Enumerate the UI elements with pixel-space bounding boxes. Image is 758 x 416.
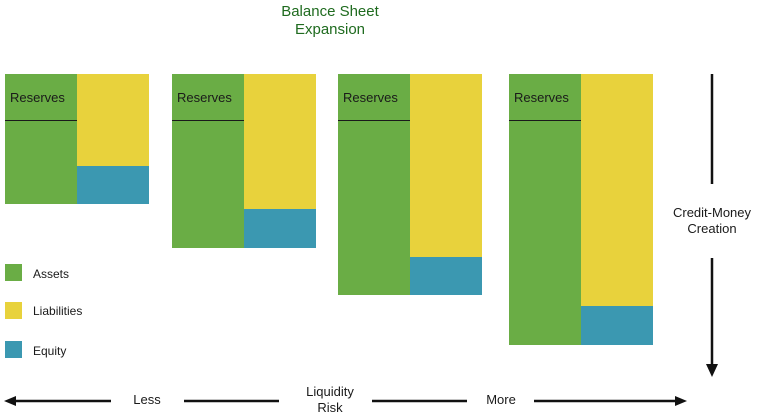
credit-label-line-1: Credit-Money <box>672 205 752 220</box>
legend-swatch-assets <box>5 264 22 281</box>
assets-block <box>509 74 581 345</box>
legend-swatch-equity <box>5 341 22 358</box>
balance-sheet-3: Reserves <box>338 74 482 295</box>
title-line-1: Balance Sheet <box>281 3 379 20</box>
legend-label-liabilities: Liabilities <box>33 304 83 318</box>
axis-center-line-2: Risk <box>317 400 343 415</box>
reserves-label: Reserves <box>177 90 232 105</box>
axis-label-more: More <box>486 392 516 407</box>
balance-sheet-1: Reserves <box>5 74 149 204</box>
equity-block <box>244 209 316 248</box>
credit-money-creation-label: Credit-Money Creation <box>662 205 758 237</box>
reserves-label: Reserves <box>343 90 398 105</box>
equity-block <box>77 166 149 204</box>
liquidity-axis-right-head <box>675 396 687 406</box>
reserves-label: Reserves <box>514 90 569 105</box>
reserves-label: Reserves <box>10 90 65 105</box>
assets-block <box>172 74 244 248</box>
credit-label-line-2: Creation <box>687 221 737 236</box>
balance-sheet-2: Reserves <box>172 74 316 248</box>
assets-block <box>338 74 410 295</box>
equity-block <box>581 306 653 345</box>
reserves-divider <box>172 120 244 121</box>
balance-sheet-4: Reserves <box>509 74 653 345</box>
liabilities-block <box>77 74 149 166</box>
liabilities-block <box>410 74 482 257</box>
reserves-divider <box>338 120 410 121</box>
title-line-2: Expansion <box>294 21 366 38</box>
axis-label-less: Less <box>133 392 161 407</box>
legend-swatch-liabilities <box>5 302 22 319</box>
legend-label-equity: Equity <box>33 344 67 358</box>
liquidity-axis-left-head <box>4 396 16 406</box>
axis-label-liquidity-risk: Liquidity Risk <box>290 384 370 416</box>
credit-arrow-head <box>706 364 718 377</box>
axis-center-line-1: Liquidity <box>306 384 354 399</box>
reserves-divider <box>509 120 581 121</box>
assets-block <box>5 74 77 204</box>
reserves-divider <box>5 120 77 121</box>
diagram-title: Balance Sheet Expansion <box>230 3 430 39</box>
liabilities-block <box>244 74 316 209</box>
legend-label-assets: Assets <box>33 267 70 281</box>
liabilities-block <box>581 74 653 306</box>
equity-block <box>410 257 482 295</box>
